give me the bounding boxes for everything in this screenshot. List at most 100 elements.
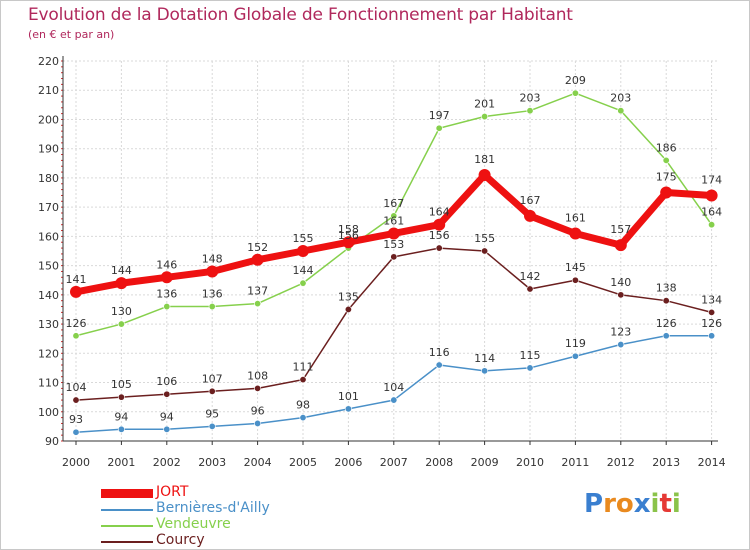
legend-label-jort: JORT <box>156 484 189 500</box>
data-point <box>160 271 173 284</box>
logo-letter: t <box>659 489 672 519</box>
y-tick-label: 110 <box>38 377 59 390</box>
data-label: 209 <box>565 74 586 87</box>
data-label: 164 <box>429 206 450 219</box>
data-point <box>708 221 716 229</box>
y-tick-label: 160 <box>38 230 59 243</box>
data-label: 116 <box>429 346 450 359</box>
data-label: 186 <box>656 141 677 154</box>
data-point <box>569 227 582 240</box>
data-label: 148 <box>202 252 223 265</box>
data-point <box>526 364 534 372</box>
data-point <box>617 341 625 349</box>
x-tick-label: 2003 <box>198 456 226 469</box>
data-point <box>299 414 307 422</box>
data-point <box>254 384 262 392</box>
x-tick-label: 2012 <box>607 456 635 469</box>
logo-letter: P <box>584 489 604 519</box>
x-tick-label: 2009 <box>471 456 499 469</box>
data-label: 104 <box>383 381 404 394</box>
data-point <box>387 227 400 240</box>
y-tick-label: 100 <box>38 406 59 419</box>
data-point <box>208 387 216 395</box>
data-point <box>163 425 171 433</box>
logo-letter: i <box>650 489 660 519</box>
data-label: 119 <box>565 337 586 350</box>
data-label: 157 <box>610 223 631 236</box>
data-point <box>70 285 82 298</box>
data-label: 197 <box>429 109 450 122</box>
data-point <box>433 218 446 231</box>
x-tick-label: 2004 <box>244 456 272 469</box>
legend-item-vendeuvre: Vendeuvre <box>101 516 361 534</box>
data-point <box>478 169 491 181</box>
data-label: 134 <box>701 293 722 306</box>
y-tick-label: 200 <box>38 113 59 126</box>
data-point <box>481 367 489 375</box>
data-point <box>708 332 716 340</box>
data-label: 104 <box>66 381 87 394</box>
legend-label-bernieres: Bernières-d'Ailly <box>156 500 270 516</box>
x-tick-label: 2001 <box>107 456 135 469</box>
data-label: 114 <box>474 352 495 365</box>
data-point <box>299 376 307 384</box>
data-point <box>342 236 355 249</box>
y-tick-label: 210 <box>38 84 59 97</box>
x-tick-label: 2006 <box>334 456 362 469</box>
y-tick-label: 190 <box>38 143 59 156</box>
data-label: 94 <box>114 410 128 423</box>
proxiti-logo: Proxiti <box>584 489 681 519</box>
data-label: 201 <box>474 98 495 111</box>
data-point <box>390 212 398 220</box>
data-label: 126 <box>66 317 87 330</box>
data-label: 123 <box>610 326 631 339</box>
data-label: 144 <box>111 264 132 277</box>
x-tick-label: 2005 <box>289 456 317 469</box>
data-point <box>571 352 579 360</box>
data-point <box>208 422 216 430</box>
data-label: 203 <box>520 92 541 105</box>
data-point <box>344 405 352 413</box>
legend-item-bernieres: Bernières-d'Ailly <box>101 500 361 518</box>
data-label: 95 <box>205 407 219 420</box>
data-label: 145 <box>565 261 586 274</box>
logo-letter: r <box>603 489 616 519</box>
legend-swatch-bernieres <box>101 509 153 511</box>
y-tick-label: 120 <box>38 347 59 360</box>
data-label: 203 <box>610 92 631 105</box>
data-label: 108 <box>247 369 268 382</box>
data-point <box>208 303 216 311</box>
legend-label-courcy: Courcy <box>156 532 205 548</box>
data-point <box>297 245 309 257</box>
data-point <box>390 253 398 261</box>
x-tick-label: 2000 <box>62 456 90 469</box>
data-point <box>72 428 80 436</box>
y-tick-label: 220 <box>38 55 59 68</box>
chart-subtitle: (en € et par an) <box>28 28 115 41</box>
data-point <box>481 247 489 255</box>
data-label: 175 <box>656 171 677 184</box>
y-tick-label: 150 <box>38 260 59 273</box>
x-tick-label: 2013 <box>652 456 680 469</box>
data-point <box>254 419 262 427</box>
y-tick-label: 140 <box>38 289 59 302</box>
data-point <box>660 186 673 199</box>
data-point <box>299 279 307 287</box>
x-tick-label: 2010 <box>516 456 544 469</box>
data-label: 144 <box>293 264 314 277</box>
legend: JORT Bernières-d'Ailly Vendeuvre Courcy <box>101 484 361 550</box>
data-point <box>117 393 125 401</box>
x-tick-label: 2014 <box>698 456 726 469</box>
data-point <box>117 425 125 433</box>
data-point <box>435 361 443 369</box>
data-label: 96 <box>251 404 265 417</box>
data-label: 98 <box>296 399 310 412</box>
data-point <box>526 285 534 293</box>
logo-letter: x <box>633 489 651 519</box>
data-point <box>705 189 718 202</box>
legend-label-vendeuvre: Vendeuvre <box>156 516 231 532</box>
data-point <box>617 107 625 115</box>
y-tick-label: 170 <box>38 201 59 214</box>
data-label: 135 <box>338 290 359 303</box>
